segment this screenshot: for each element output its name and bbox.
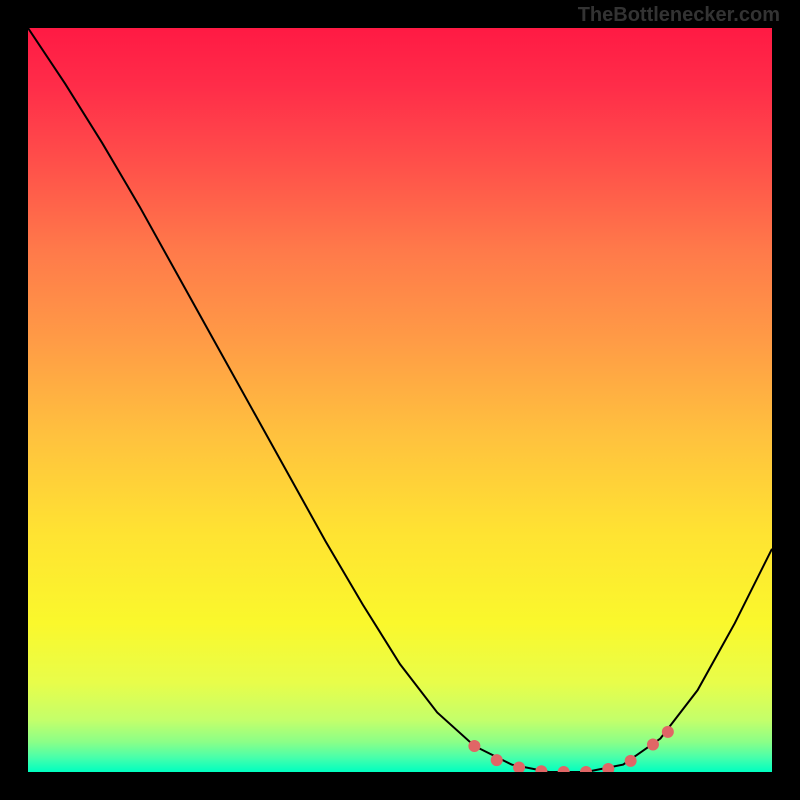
marker-dot [662, 726, 674, 738]
marker-dot [491, 754, 503, 766]
marker-dot [647, 738, 659, 750]
marker-dot [580, 766, 592, 772]
bottleneck-curve [28, 28, 772, 772]
plot-area [28, 28, 772, 772]
watermark-text: TheBottlenecker.com [578, 4, 780, 27]
marker-dot [535, 765, 547, 772]
marker-dot [513, 762, 525, 772]
marker-dot [625, 755, 637, 767]
curve-overlay [28, 28, 772, 772]
marker-dots [468, 726, 673, 772]
marker-dot [468, 740, 480, 752]
marker-dot [602, 763, 614, 772]
marker-dot [558, 766, 570, 772]
